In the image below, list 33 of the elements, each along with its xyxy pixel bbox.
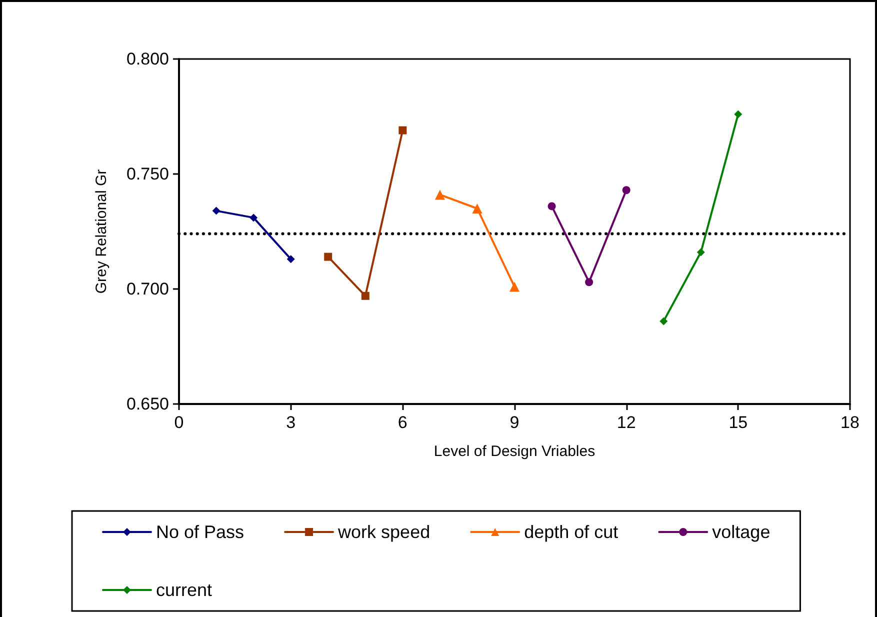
- x-tick-label: 15: [728, 413, 748, 432]
- legend-label: current: [156, 580, 212, 600]
- y-axis-title: Grey Relational Gr: [93, 169, 110, 294]
- point: [585, 278, 594, 286]
- legend-label: work speed: [337, 522, 430, 542]
- y-tick-label: 0.800: [126, 50, 169, 68]
- y-tick-label: 0.750: [126, 164, 169, 184]
- x-tick-label: 18: [840, 413, 860, 432]
- x-tick-label: 0: [174, 413, 184, 432]
- x-axis-title: Level of Design Vriables: [434, 443, 596, 460]
- y-tick-label: 0.700: [126, 280, 169, 298]
- point: [696, 248, 705, 256]
- legend-label: depth of cut: [524, 522, 618, 542]
- point: [398, 126, 407, 134]
- x-tick-label: 3: [286, 413, 296, 432]
- point: [212, 206, 220, 215]
- x-tick-label: 6: [398, 413, 408, 432]
- point: [548, 202, 556, 210]
- point: [472, 204, 482, 214]
- point: [622, 186, 630, 194]
- point: [734, 110, 742, 118]
- y-tick-label: 0.650: [126, 394, 169, 414]
- x-tick-label: 12: [616, 413, 636, 432]
- point: [660, 317, 668, 326]
- point: [286, 255, 295, 264]
- legend-label: voltage: [712, 522, 770, 542]
- point: [324, 252, 332, 261]
- point: [510, 282, 520, 292]
- x-tick-label: 9: [510, 413, 520, 432]
- point: [434, 190, 445, 200]
- point: [361, 292, 370, 300]
- legend-label: No of Pass: [156, 522, 244, 542]
- point: [250, 214, 258, 222]
